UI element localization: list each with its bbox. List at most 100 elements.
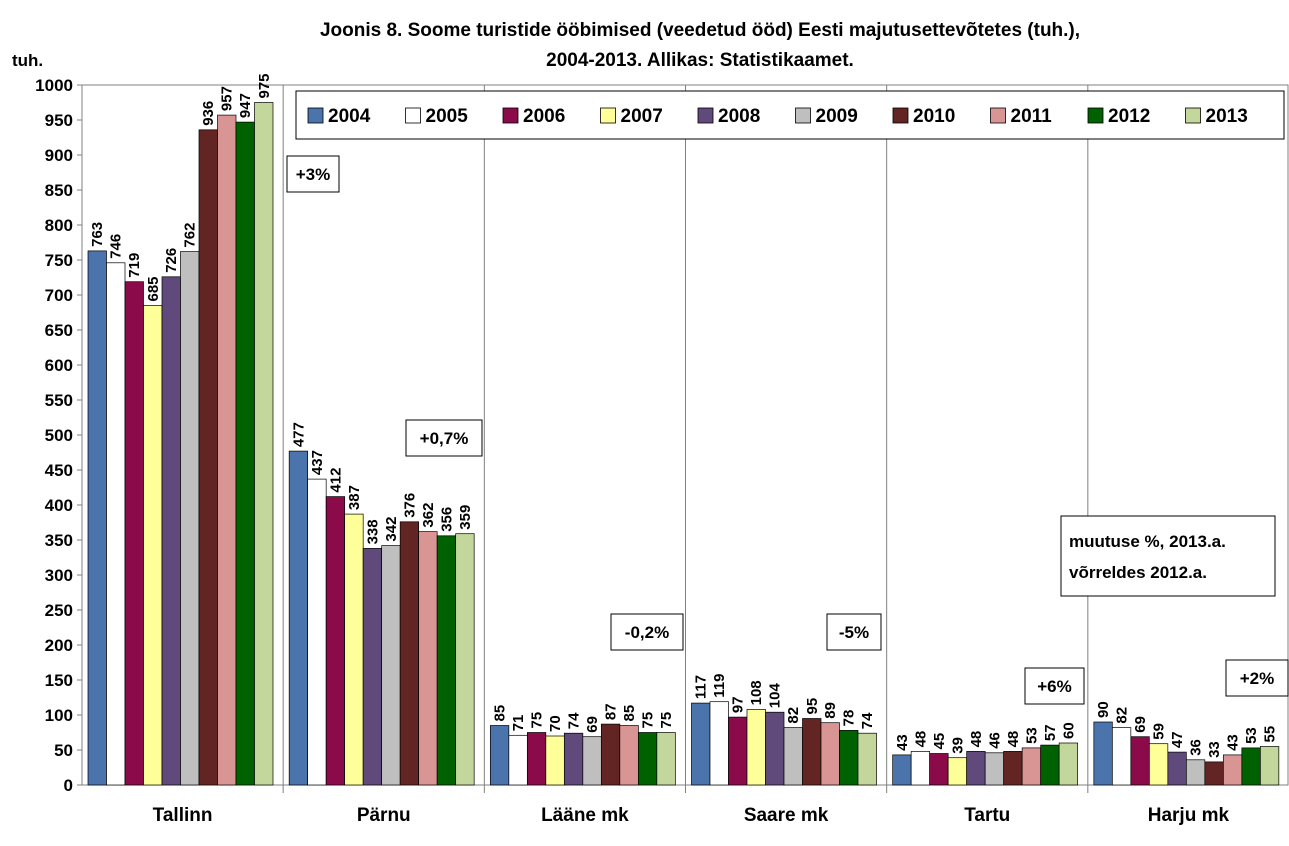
- bar: [1185, 759, 1206, 786]
- bar: [1021, 747, 1042, 786]
- chart-title-line2: 2004-2013. Allikas: Statistikaamet.: [546, 50, 854, 71]
- data-label: 82: [1114, 707, 1131, 724]
- data-label: 46: [986, 732, 1003, 749]
- legend-label: 2012: [1108, 106, 1150, 127]
- note-line2: võrreldes 2012.a.: [1069, 563, 1207, 582]
- bar: [143, 305, 163, 786]
- data-label: 53: [1243, 727, 1260, 744]
- change-label: -0,2%: [625, 623, 669, 642]
- note-box: [1060, 515, 1276, 597]
- y-tick-label: 550: [45, 391, 73, 410]
- change-label: +2%: [1240, 669, 1275, 688]
- data-label: 85: [492, 705, 509, 722]
- legend-swatch: [1185, 107, 1201, 124]
- legend-label: 2006: [523, 106, 565, 127]
- x-tick-label: Lääne mk: [541, 805, 629, 826]
- data-label: 48: [1005, 731, 1022, 748]
- data-label: 55: [1262, 726, 1279, 743]
- bar: [362, 548, 383, 786]
- bar: [802, 718, 822, 786]
- bar: [820, 722, 840, 786]
- y-tick-label: 250: [45, 601, 73, 620]
- data-label: 947: [237, 93, 254, 118]
- bar: [619, 725, 639, 786]
- bar: [106, 262, 126, 786]
- y-tick-label: 1000: [35, 76, 73, 95]
- legend-box: [295, 90, 1285, 140]
- bar: [235, 121, 255, 786]
- y-tick-label: 750: [45, 251, 73, 270]
- change-label-box: [405, 419, 483, 457]
- y-tick-label: 150: [45, 671, 73, 690]
- bar: [857, 732, 877, 786]
- data-label: 338: [364, 519, 381, 544]
- y-tick-label: 800: [45, 216, 73, 235]
- bar: [124, 281, 144, 786]
- data-label: 117: [693, 675, 710, 699]
- bar: [1130, 736, 1150, 786]
- bar: [656, 732, 676, 786]
- data-label: 36: [1188, 739, 1205, 756]
- x-tick-label: Harju mk: [1148, 805, 1230, 826]
- data-label: 95: [804, 698, 821, 715]
- bar: [1093, 721, 1113, 786]
- data-label: 43: [1225, 734, 1242, 751]
- data-label: 75: [658, 712, 675, 729]
- bar: [582, 736, 602, 786]
- data-label: 387: [346, 485, 363, 510]
- y-tick-label: 500: [45, 426, 73, 445]
- bar: [1241, 747, 1261, 786]
- y-tick-label: 650: [45, 321, 73, 340]
- y-tick-label: 0: [64, 776, 73, 795]
- legend-swatch: [1087, 107, 1104, 124]
- bar: [1003, 751, 1023, 786]
- bar: [1167, 751, 1187, 786]
- legend-label: 2005: [426, 106, 469, 127]
- y-tick-label: 350: [45, 531, 73, 550]
- data-label: 97: [730, 696, 747, 713]
- x-tick-label: Tartu: [964, 805, 1010, 826]
- change-label: +6%: [1037, 677, 1072, 696]
- legend-label: 2011: [1011, 106, 1053, 127]
- bar: [637, 732, 658, 786]
- data-label: 74: [859, 712, 876, 729]
- legend-label: 2004: [328, 106, 371, 127]
- bar: [1148, 743, 1169, 786]
- bar: [765, 711, 785, 786]
- data-label: 39: [949, 737, 966, 754]
- bar: [418, 531, 438, 786]
- data-label: 762: [182, 223, 199, 248]
- bar: [600, 723, 621, 786]
- legend-swatch: [990, 107, 1006, 124]
- bar: [1058, 742, 1079, 786]
- bar: [1259, 746, 1280, 786]
- change-label-box: [826, 613, 882, 651]
- bar: [254, 102, 274, 786]
- legend-label: 2010: [913, 106, 955, 127]
- bar: [728, 716, 748, 786]
- bar: [1111, 727, 1132, 786]
- bar: [217, 114, 237, 786]
- change-label: +0,7%: [420, 429, 469, 448]
- bar: [198, 129, 218, 786]
- data-label: 359: [457, 505, 474, 530]
- bar: [161, 276, 181, 786]
- bar: [892, 754, 912, 786]
- data-label: 356: [438, 507, 455, 532]
- bar: [526, 732, 547, 786]
- data-label: 75: [529, 712, 546, 729]
- data-label: 108: [748, 680, 765, 705]
- bar: [910, 751, 931, 786]
- data-label: 957: [219, 86, 236, 111]
- data-label: 59: [1151, 723, 1168, 740]
- data-label: 57: [1042, 724, 1059, 741]
- data-label: 477: [290, 422, 307, 447]
- x-tick-label: Pärnu: [357, 805, 411, 826]
- legend-swatch: [795, 107, 811, 124]
- legend-label: 2008: [718, 106, 760, 127]
- note-line1: muutuse %, 2013.a.: [1069, 532, 1226, 551]
- data-label: 342: [383, 517, 400, 542]
- bar: [1222, 754, 1243, 786]
